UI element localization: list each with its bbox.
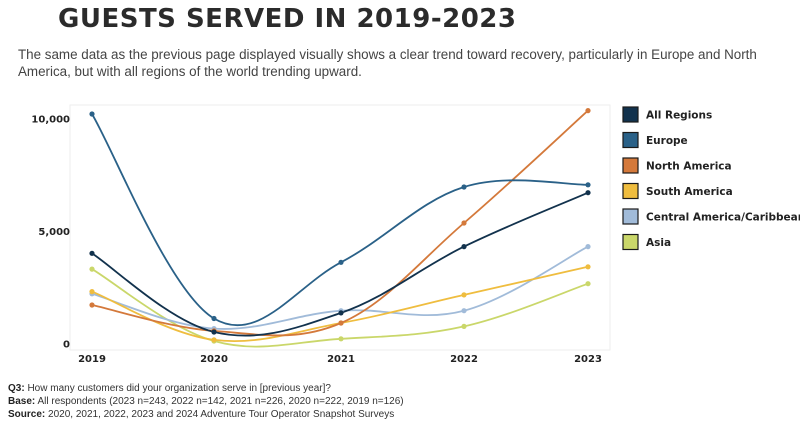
data-point xyxy=(338,336,344,342)
series-points xyxy=(89,108,591,344)
y-tick-label: 10,000 xyxy=(31,114,70,125)
x-tick-label: 2019 xyxy=(78,354,106,365)
legend-swatch xyxy=(622,233,639,251)
data-point xyxy=(461,184,467,190)
data-point xyxy=(585,108,591,114)
data-point xyxy=(461,323,467,329)
data-point xyxy=(211,337,217,343)
data-point xyxy=(585,264,591,270)
legend-label: Central America/Caribbean xyxy=(646,212,800,224)
data-point xyxy=(89,111,95,117)
series-line xyxy=(91,113,589,326)
data-point xyxy=(338,259,344,265)
legend-label: Europe xyxy=(646,135,688,147)
x-tick-label: 2022 xyxy=(450,354,478,365)
y-tick-label: 5,000 xyxy=(38,227,70,238)
data-point xyxy=(585,281,591,287)
footnotes: Q3: How many customers did your organiza… xyxy=(8,382,404,421)
x-tick-label: 2021 xyxy=(327,354,355,365)
data-point xyxy=(211,329,217,335)
legend: All Regions Europe North America South Amer… xyxy=(622,106,800,251)
data-point xyxy=(585,244,591,250)
data-point xyxy=(211,315,217,322)
data-point xyxy=(89,266,95,272)
line-chart: 0 5,000 10,000 2019 2020 2021 2022 2023 All Re… xyxy=(31,104,800,365)
y-axis: 0 5,000 10,000 xyxy=(31,114,70,350)
data-point xyxy=(585,182,591,188)
data-point xyxy=(89,250,95,256)
legend-swatch xyxy=(622,131,639,149)
source-note: Source: 2020, 2021, 2022, 2023 and 2024 … xyxy=(8,409,395,420)
y-tick-label: 0 xyxy=(63,339,70,350)
page-subtitle: The same data as the previous page displ… xyxy=(18,47,757,79)
data-point xyxy=(89,289,95,295)
page-title: GUESTS SERVED IN 2019-2023 xyxy=(58,4,517,34)
data-point xyxy=(461,220,467,226)
legend-swatch xyxy=(622,208,639,225)
legend-label: All Regions xyxy=(646,110,712,122)
data-point xyxy=(585,190,591,196)
legend-label: Asia xyxy=(646,237,671,249)
data-point xyxy=(461,292,467,298)
data-point xyxy=(89,302,95,308)
x-axis: 2019 2020 2021 2022 2023 xyxy=(78,354,602,365)
legend-swatch xyxy=(622,157,639,174)
x-tick-label: 2023 xyxy=(574,354,602,365)
data-point xyxy=(338,310,344,316)
base-note: Base: All respondents (2023 n=243, 2022 … xyxy=(8,396,404,407)
legend-swatch xyxy=(622,182,639,200)
legend-label: South America xyxy=(646,186,733,198)
legend-label: North America xyxy=(646,161,732,173)
data-point xyxy=(461,244,467,250)
data-point xyxy=(461,308,467,314)
question-note: Q3: How many customers did your organiza… xyxy=(8,383,331,394)
data-point xyxy=(338,320,344,326)
legend-swatch xyxy=(622,106,639,123)
x-tick-label: 2020 xyxy=(200,354,228,365)
